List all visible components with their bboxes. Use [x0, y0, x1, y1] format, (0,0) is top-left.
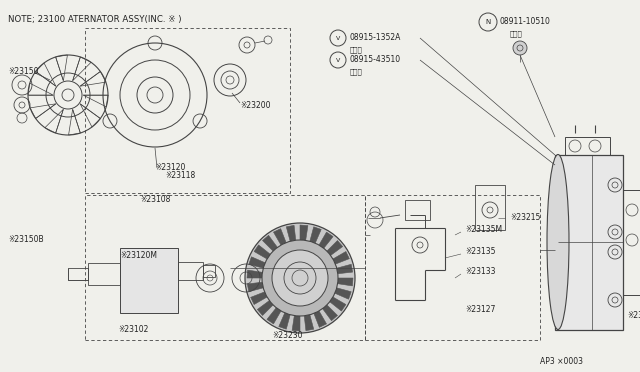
Bar: [178, 262, 203, 280]
Polygon shape: [319, 232, 333, 248]
Ellipse shape: [547, 154, 569, 330]
Polygon shape: [327, 241, 342, 256]
Bar: [85, 195, 365, 340]
Polygon shape: [257, 301, 273, 315]
Text: ※23135M: ※23135M: [465, 225, 502, 234]
Text: 08915-43510: 08915-43510: [350, 55, 401, 64]
Polygon shape: [323, 305, 337, 321]
Text: （１）: （１）: [350, 47, 363, 53]
Text: ※23102: ※23102: [118, 326, 148, 334]
Text: ※23200: ※23200: [240, 100, 271, 109]
Text: （１）: （１）: [510, 31, 523, 37]
Text: ※23120M: ※23120M: [120, 250, 157, 260]
Polygon shape: [337, 264, 353, 274]
Polygon shape: [247, 282, 263, 292]
Text: ※23135: ※23135: [465, 247, 495, 257]
Text: 08911-10510: 08911-10510: [500, 17, 551, 26]
Polygon shape: [304, 315, 314, 331]
Text: ※23120: ※23120: [155, 164, 186, 173]
Text: NOTE; 23100 ATERNATOR ASSY(INC. ※ ): NOTE; 23100 ATERNATOR ASSY(INC. ※ ): [8, 15, 182, 24]
Text: V: V: [336, 58, 340, 62]
Text: ※23127A: ※23127A: [627, 311, 640, 320]
Text: ※23127: ※23127: [465, 305, 495, 314]
Polygon shape: [273, 229, 286, 245]
Text: ※23215: ※23215: [510, 214, 540, 222]
Polygon shape: [249, 257, 265, 268]
Text: 08915-1352A: 08915-1352A: [350, 33, 401, 42]
Bar: [405, 200, 430, 220]
Circle shape: [245, 223, 355, 333]
Bar: [120, 248, 178, 313]
Bar: [68, 268, 88, 280]
Text: N: N: [485, 19, 491, 25]
Polygon shape: [333, 251, 349, 264]
Bar: [623, 190, 640, 295]
Polygon shape: [314, 311, 326, 327]
Bar: [85, 28, 290, 193]
Polygon shape: [310, 227, 321, 243]
Circle shape: [513, 41, 527, 55]
Polygon shape: [251, 292, 267, 305]
Text: ※23150: ※23150: [8, 67, 38, 77]
Text: ※23108: ※23108: [140, 196, 170, 205]
Polygon shape: [292, 315, 300, 331]
Text: AP3 ×0003: AP3 ×0003: [540, 357, 583, 366]
Bar: [88, 263, 120, 285]
Text: ※23150B: ※23150B: [8, 235, 44, 244]
Polygon shape: [335, 288, 351, 299]
Polygon shape: [247, 270, 262, 278]
Polygon shape: [279, 313, 290, 329]
Circle shape: [262, 240, 338, 316]
Text: ※23230: ※23230: [272, 330, 303, 340]
Polygon shape: [337, 278, 353, 286]
Polygon shape: [254, 245, 270, 259]
Polygon shape: [267, 308, 281, 324]
Bar: [555, 155, 623, 330]
Text: ※23133: ※23133: [465, 267, 495, 276]
Circle shape: [272, 250, 328, 306]
Bar: [565, 137, 610, 155]
Polygon shape: [262, 235, 278, 251]
Polygon shape: [286, 225, 296, 241]
Bar: [203, 265, 215, 277]
Bar: [365, 195, 540, 340]
Polygon shape: [300, 225, 308, 240]
Text: ※23118: ※23118: [165, 170, 195, 180]
Text: （１）: （１）: [350, 69, 363, 75]
Text: V: V: [336, 35, 340, 41]
Bar: [475, 185, 505, 230]
Polygon shape: [330, 297, 346, 311]
